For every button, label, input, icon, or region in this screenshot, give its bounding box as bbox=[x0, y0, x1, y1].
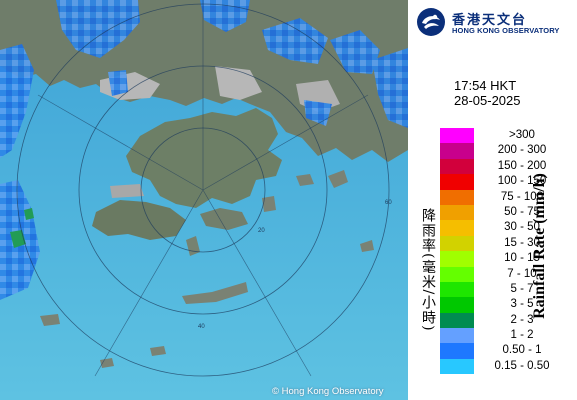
legend-label: 100 - 150 bbox=[497, 175, 547, 188]
logo-name-en: HONG KONG OBSERVATORY bbox=[452, 26, 560, 35]
legend-row: 2 - 3 bbox=[440, 312, 570, 329]
legend-label: 15 - 30 bbox=[504, 236, 540, 249]
legend-label: 30 - 50 bbox=[504, 221, 540, 234]
legend-row: >300 bbox=[440, 128, 570, 144]
legend-row: 100 - 150 bbox=[440, 174, 570, 190]
legend-swatch bbox=[440, 251, 474, 267]
legend-row: 0.50 - 1 bbox=[440, 343, 570, 359]
copyright: © Hong Kong Observatory bbox=[272, 386, 384, 397]
legend-swatch bbox=[440, 358, 474, 375]
legend-label: 2 - 3 bbox=[510, 313, 534, 326]
legend-swatch bbox=[440, 281, 474, 298]
legend-title-zh: 降雨率(毫米/小時) bbox=[420, 208, 436, 332]
urban-area bbox=[215, 66, 262, 100]
legend-row: 0.15 - 0.50 bbox=[440, 358, 570, 375]
ring-label-60: 60 bbox=[385, 200, 392, 206]
legend-swatch bbox=[440, 266, 474, 282]
legend-swatch bbox=[440, 235, 474, 252]
legend-label: 0.50 - 1 bbox=[502, 344, 542, 357]
legend-swatch bbox=[440, 220, 474, 236]
legend-row: 30 - 50 bbox=[440, 220, 570, 236]
legend-row: 7 - 10 bbox=[440, 266, 570, 282]
legend-label: 200 - 300 bbox=[497, 144, 547, 157]
legend-swatch bbox=[440, 174, 474, 190]
island bbox=[100, 358, 114, 368]
legend-row: 50 - 75 bbox=[440, 204, 570, 221]
legend-swatch bbox=[440, 312, 474, 329]
island bbox=[262, 196, 276, 212]
legend-row: 10 - 15 bbox=[440, 251, 570, 267]
island bbox=[186, 236, 200, 256]
radar-map: 20 40 60 © Hong Kong Observatory bbox=[0, 0, 408, 400]
legend-swatch bbox=[440, 343, 474, 359]
legend-swatch bbox=[440, 189, 474, 205]
legend-row: 15 - 30 bbox=[440, 235, 570, 252]
island bbox=[40, 314, 60, 326]
legend-swatch bbox=[440, 158, 474, 175]
ring-label-20: 20 bbox=[258, 228, 265, 234]
legend-label: 7 - 10 bbox=[507, 267, 537, 280]
legend-label: 75 - 100 bbox=[500, 190, 544, 203]
legend-swatch bbox=[440, 204, 474, 221]
rainfall-legend: >300 200 - 300 150 - 200 100 - 150 75 - 100 5… bbox=[440, 128, 570, 375]
legend-row: 3 - 5 bbox=[440, 297, 570, 313]
legend-row: 200 - 300 bbox=[440, 143, 570, 159]
ring-label-40: 40 bbox=[198, 324, 205, 330]
legend-row: 75 - 100 bbox=[440, 189, 570, 205]
radar-map-canvas: 20 40 60 bbox=[0, 0, 408, 400]
legend-swatch bbox=[440, 297, 474, 313]
lantau-island bbox=[92, 200, 186, 240]
legend-row: 5 - 7 bbox=[440, 281, 570, 298]
info-panel: 香港天文台 HONG KONG OBSERVATORY 17:54 HKT 28… bbox=[408, 0, 577, 400]
radial-lines bbox=[37, 0, 369, 377]
legend-swatch bbox=[440, 328, 474, 344]
island bbox=[150, 346, 166, 356]
legend-row: 150 - 200 bbox=[440, 158, 570, 175]
legend-label: 150 - 200 bbox=[497, 159, 547, 172]
observatory-logo-icon bbox=[417, 8, 445, 36]
island bbox=[182, 282, 248, 304]
legend-label: 1 - 2 bbox=[510, 329, 534, 342]
legend-label: 50 - 75 bbox=[504, 205, 540, 218]
observatory-logo: 香港天文台 HONG KONG OBSERVATORY bbox=[416, 6, 576, 38]
legend-title-en: Rainfall Rate (mm/h) bbox=[531, 173, 548, 319]
island bbox=[296, 174, 314, 186]
logo-name-zh: 香港天文台 bbox=[452, 13, 528, 28]
rain-echoes bbox=[0, 0, 408, 300]
island bbox=[328, 170, 348, 188]
legend-row: 1 - 2 bbox=[440, 328, 570, 344]
hong-kong-land bbox=[126, 108, 282, 208]
legend-swatch bbox=[440, 143, 474, 159]
island bbox=[360, 240, 374, 252]
legend-swatch bbox=[440, 128, 474, 144]
legend-label: 3 - 5 bbox=[510, 298, 534, 311]
observation-date: 28-05-2025 bbox=[454, 93, 521, 108]
legend-label: 0.15 - 0.50 bbox=[494, 359, 550, 372]
hong-kong-island bbox=[200, 208, 248, 230]
ring-labels: 20 40 60 bbox=[198, 200, 392, 330]
legend-label: 5 - 7 bbox=[510, 282, 534, 295]
legend-label: >300 bbox=[509, 129, 535, 141]
legend-label: 10 - 15 bbox=[504, 252, 540, 265]
observation-time: 17:54 HKT bbox=[454, 78, 517, 93]
airport-island bbox=[110, 184, 144, 198]
